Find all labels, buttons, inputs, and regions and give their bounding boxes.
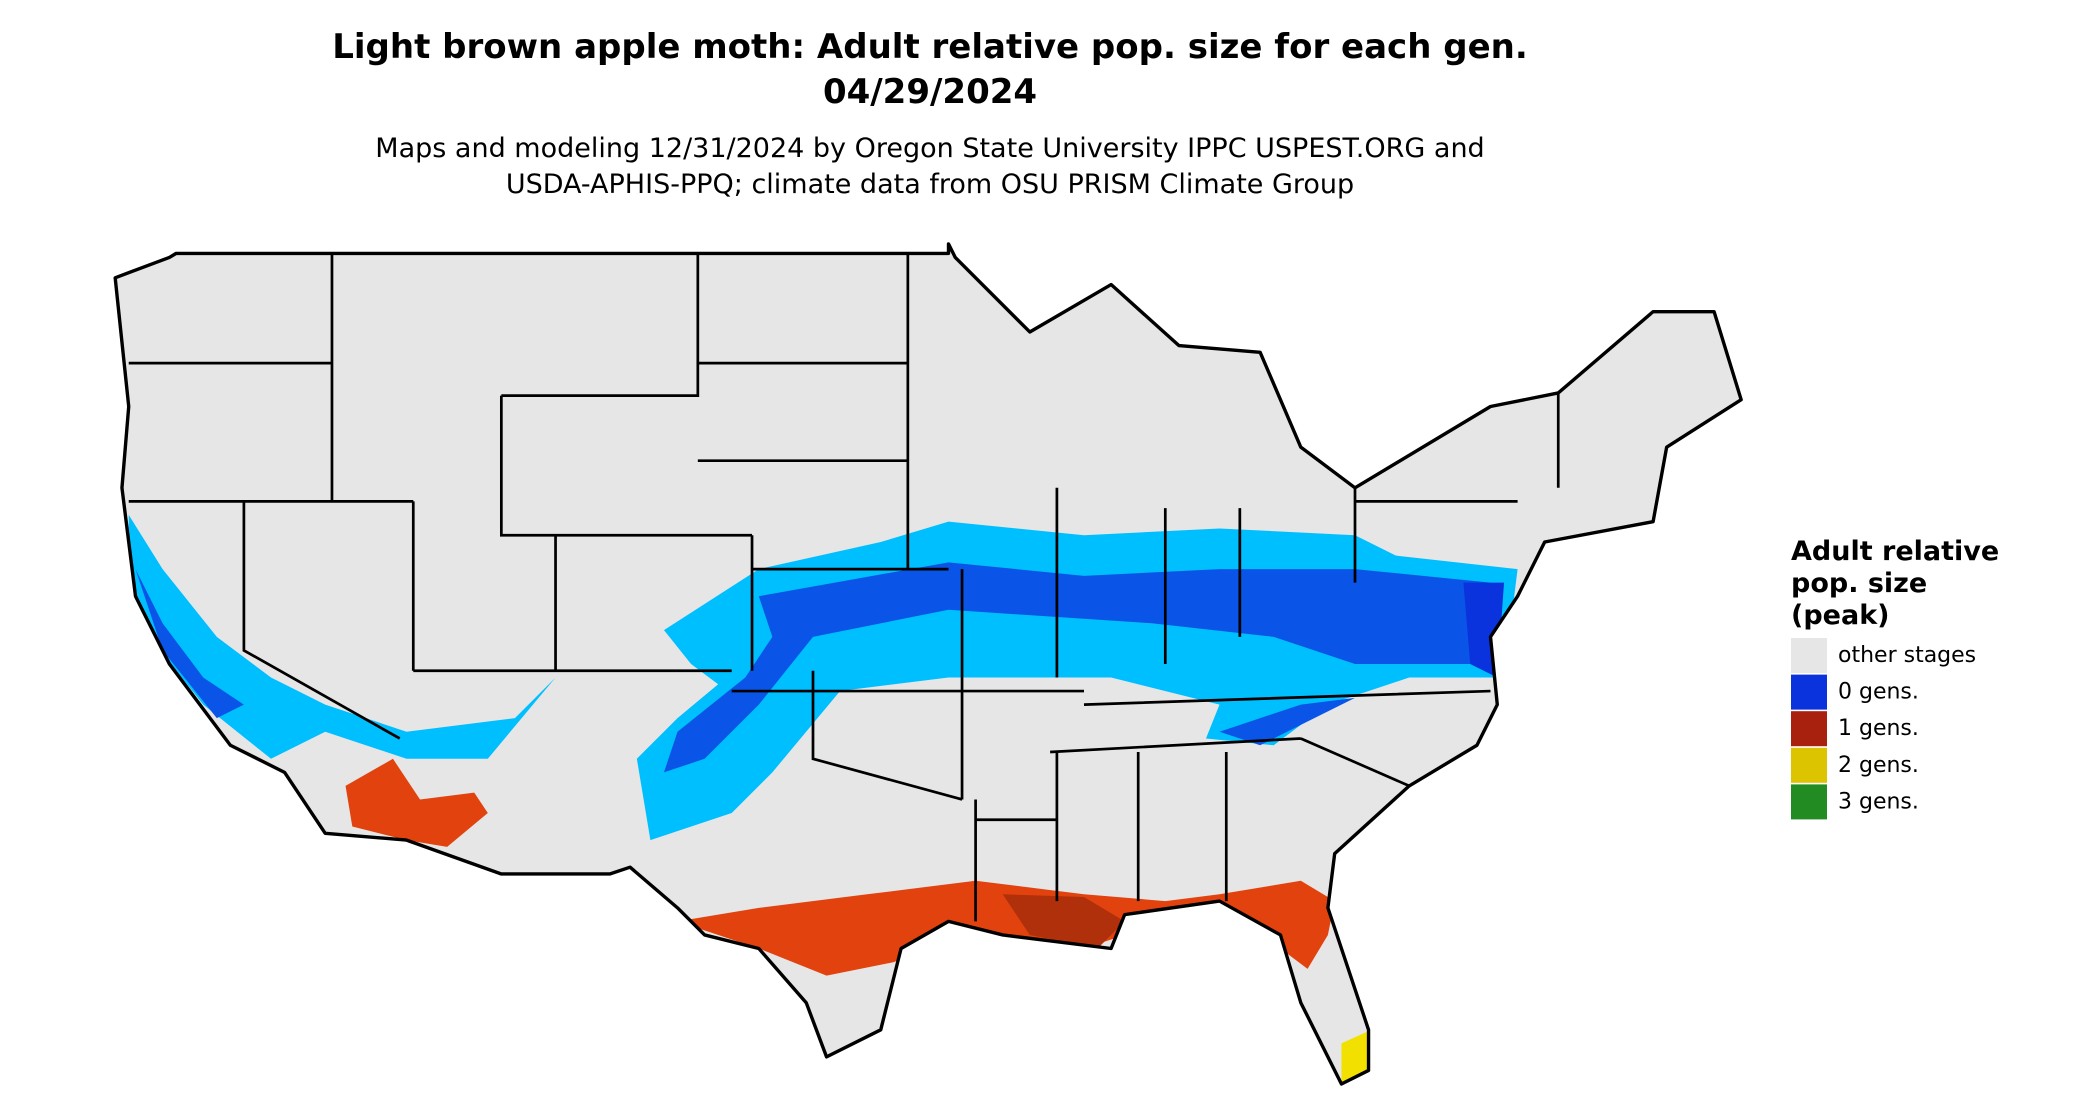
map [113,242,1743,1086]
subtitle: USDA-APHIS-PPQ; climate data from OSU PR… [506,169,1354,200]
legend: Adult relative pop. size (peak) other st… [1791,536,1999,820]
date: 04/29/2024 [823,72,1037,112]
legend-label: 2 gens. [1838,753,1919,778]
legend-label: 0 gens. [1838,680,1919,705]
legend-label: other stages [1838,643,1976,668]
legend-swatch [1791,711,1827,747]
title: Light brown apple moth: Adult relative p… [332,27,1528,67]
legend-swatch [1791,638,1827,673]
legend-label: 3 gens. [1838,789,1919,814]
subtitle: Maps and modeling 12/31/2024 by Oregon S… [375,133,1484,164]
legend-label: 1 gens. [1838,716,1919,741]
legend-swatch [1791,674,1827,710]
legend-title: Adult relative [1791,536,1999,567]
legend-swatch [1791,784,1827,820]
legend-swatch [1791,747,1827,783]
legend-title: pop. size [1791,568,1927,599]
legend-title: (peak) [1791,600,1890,631]
